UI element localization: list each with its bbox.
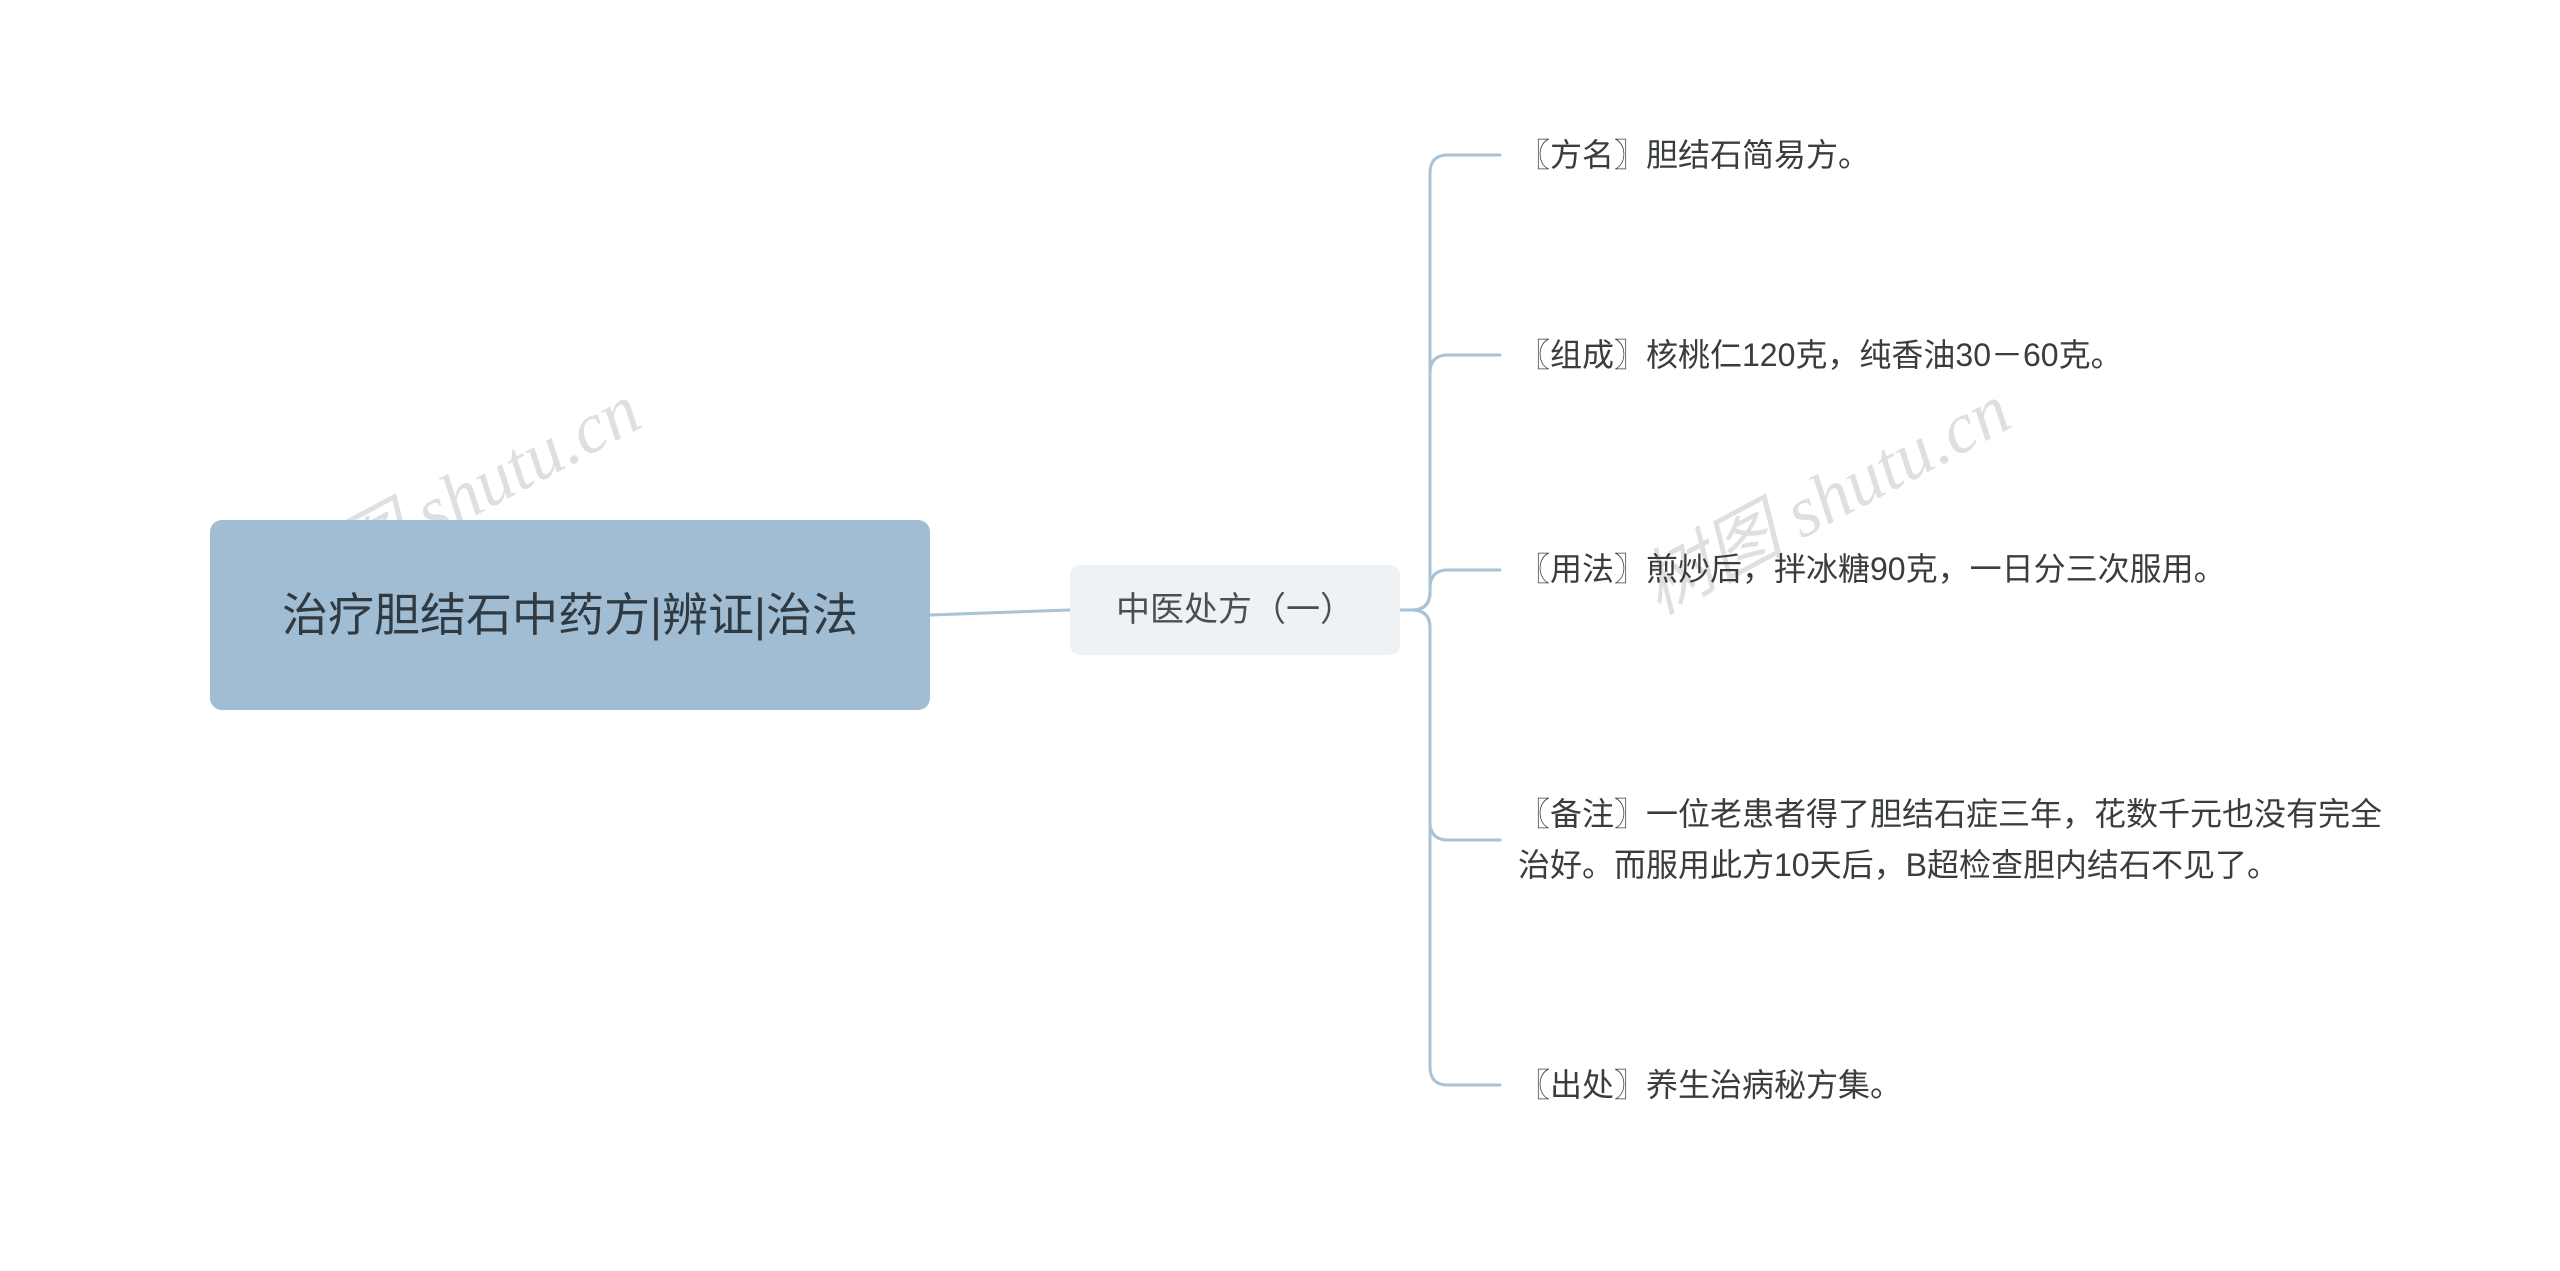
leaf-node-1: 〖组成〗核桃仁120克，纯香油30－60克。 <box>1510 330 2410 381</box>
mindmap-canvas: 树图 shutu.cn 树图 shutu.cn 治疗胆结石中药方|辨证|治法 中… <box>0 0 2560 1271</box>
leaf-node-label: 〖出处〗养生治病秘方集。 <box>1518 1060 1902 1111</box>
leaf-node-0: 〖方名〗胆结石简易方。 <box>1510 130 2410 181</box>
leaf-node-label: 〖用法〗煎炒后，拌冰糖90克，一日分三次服用。 <box>1518 544 2226 595</box>
sub-node: 中医处方（一） <box>1070 565 1400 655</box>
leaf-node-4: 〖出处〗养生治病秘方集。 <box>1510 1060 2410 1111</box>
leaf-node-2: 〖用法〗煎炒后，拌冰糖90克，一日分三次服用。 <box>1510 520 2410 620</box>
root-node: 治疗胆结石中药方|辨证|治法 <box>210 520 930 710</box>
leaf-node-label: 〖组成〗核桃仁120克，纯香油30－60克。 <box>1518 330 2123 381</box>
root-node-label: 治疗胆结石中药方|辨证|治法 <box>282 581 858 650</box>
leaf-node-label: 〖备注〗一位老患者得了胆结石症三年，花数千元也没有完全治好。而服用此方10天后，… <box>1518 789 2402 891</box>
leaf-node-label: 〖方名〗胆结石简易方。 <box>1518 130 1870 181</box>
sub-node-label: 中医处方（一） <box>1116 585 1354 636</box>
leaf-node-3: 〖备注〗一位老患者得了胆结石症三年，花数千元也没有完全治好。而服用此方10天后，… <box>1510 760 2410 920</box>
